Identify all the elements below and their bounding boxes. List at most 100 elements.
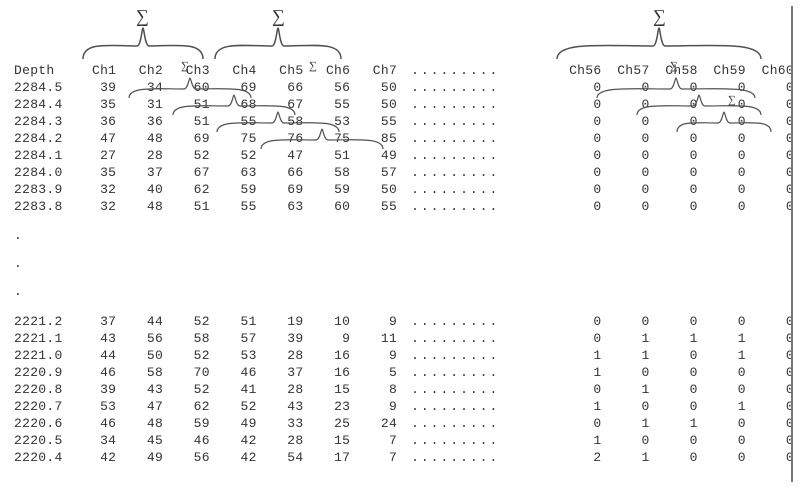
cell-value: 49 <box>216 415 263 432</box>
cell-value: 0 <box>607 130 655 147</box>
cell-ellipsis: ......... <box>403 164 551 181</box>
cell-value: 59 <box>216 181 263 198</box>
vertical-ellipsis <box>14 215 75 229</box>
cell-value: 9 <box>309 330 356 347</box>
sigma-symbol: ∑ <box>136 6 149 27</box>
cell-value: 59 <box>309 181 356 198</box>
gap <box>551 181 559 198</box>
cell-value: 43 <box>122 381 169 398</box>
cell-depth: 2220.7 <box>14 398 75 415</box>
cell-value: 85 <box>356 130 403 147</box>
cell-value: 0 <box>752 164 800 181</box>
cell-value: 40 <box>122 181 169 198</box>
cell-value: 0 <box>752 415 800 432</box>
table-row: . <box>14 229 800 243</box>
cell-value: 1 <box>607 330 655 347</box>
cell-ellipsis: ......... <box>403 147 551 164</box>
cell-value: 50 <box>356 79 403 96</box>
cell-value: 1 <box>559 364 607 381</box>
cell-value: 0 <box>656 364 704 381</box>
cell-ellipsis: ......... <box>403 181 551 198</box>
cell-depth: 2283.9 <box>14 181 75 198</box>
cell-value: 50 <box>356 96 403 113</box>
table-row: 2221.14356585739911.........01110 <box>14 330 800 347</box>
gap <box>551 432 559 449</box>
cell-value: 48 <box>122 415 169 432</box>
cell-value: 7 <box>356 432 403 449</box>
cell-value: 46 <box>75 364 122 381</box>
cell-ellipsis: ......... <box>403 130 551 147</box>
cell-value: 39 <box>75 79 122 96</box>
cell-value: 0 <box>704 130 752 147</box>
page-root: { "colors":{"text":"#333333","bg":"#ffff… <box>0 0 800 500</box>
gap <box>551 330 559 347</box>
cell-value: 0 <box>704 449 752 466</box>
cell-value: 32 <box>75 181 122 198</box>
cell-depth: 2220.5 <box>14 432 75 449</box>
cell-value: 58 <box>309 164 356 181</box>
cell-value: 0 <box>607 398 655 415</box>
cell-value: 57 <box>356 164 403 181</box>
cell-value: 58 <box>263 113 310 130</box>
col-header-ch4: Ch4 <box>216 62 263 79</box>
cell-value: 0 <box>656 113 704 130</box>
cell-value: 50 <box>356 181 403 198</box>
col-header-ch56: Ch56 <box>559 62 607 79</box>
table-row: 2220.53445464228157.........10000 <box>14 432 800 449</box>
cell-value: 1 <box>607 415 655 432</box>
cell-value: 66 <box>263 79 310 96</box>
cell-value: 52 <box>169 147 216 164</box>
cell-value: 15 <box>309 432 356 449</box>
cell-value: 49 <box>356 147 403 164</box>
cell-value: 0 <box>559 313 607 330</box>
cell-value: 0 <box>704 181 752 198</box>
cell-value: 0 <box>752 313 800 330</box>
cell-value: 54 <box>263 449 310 466</box>
cell-ellipsis: ......... <box>403 79 551 96</box>
cell-value: 58 <box>122 364 169 381</box>
cell-value: 48 <box>122 130 169 147</box>
cell-value: 43 <box>263 398 310 415</box>
cell-value: 66 <box>263 164 310 181</box>
gap <box>551 449 559 466</box>
table-row: 2220.44249564254177.........21000 <box>14 449 800 466</box>
cell-value: 62 <box>169 181 216 198</box>
cell-value: 28 <box>122 147 169 164</box>
cell-value: 0 <box>559 181 607 198</box>
cell-depth: 2284.3 <box>14 113 75 130</box>
table-row: 2221.23744525119109.........00000 <box>14 313 800 330</box>
cell-value: 52 <box>216 147 263 164</box>
cell-depth: 2284.0 <box>14 164 75 181</box>
cell-value: 0 <box>656 181 704 198</box>
cell-value: 68 <box>216 96 263 113</box>
cell-depth: 2284.4 <box>14 96 75 113</box>
cell-value: 0 <box>704 79 752 96</box>
cell-value: 35 <box>75 164 122 181</box>
brace-icon <box>214 26 342 60</box>
cell-value: 39 <box>263 330 310 347</box>
cell-value: 44 <box>75 347 122 364</box>
cell-ellipsis: ......... <box>403 96 551 113</box>
cell-value: 36 <box>75 113 122 130</box>
cell-value: 31 <box>122 96 169 113</box>
gap <box>551 147 559 164</box>
cell-value: 52 <box>216 398 263 415</box>
cell-value: 69 <box>216 79 263 96</box>
cell-depth: 2221.1 <box>14 330 75 347</box>
gap <box>551 130 559 147</box>
cell-ellipsis: ......... <box>403 432 551 449</box>
gap <box>551 364 559 381</box>
sigma-symbol: ∑ <box>272 6 285 27</box>
table-row <box>14 271 800 285</box>
cell-value: 5 <box>356 364 403 381</box>
cell-value: 63 <box>263 198 310 215</box>
cell-value: 1 <box>607 449 655 466</box>
cell-value: 0 <box>656 347 704 364</box>
table-row: DepthCh1Ch2Ch3Ch4Ch5Ch6Ch7.........Ch56C… <box>14 62 800 79</box>
cell-value: 52 <box>169 347 216 364</box>
cell-value: 0 <box>559 147 607 164</box>
cell-value: 75 <box>216 130 263 147</box>
col-header-depth: Depth <box>14 62 75 79</box>
cell-value: 57 <box>216 330 263 347</box>
vertical-ellipsis <box>14 271 75 285</box>
